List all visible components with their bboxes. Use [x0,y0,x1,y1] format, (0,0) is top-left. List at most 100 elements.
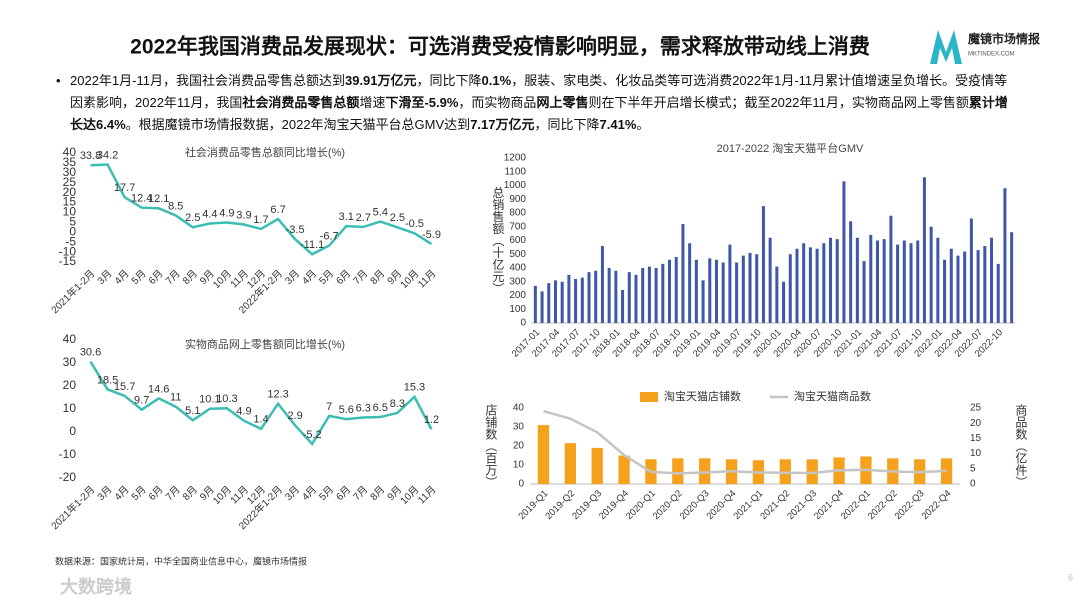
bullet-segment: 下滑至-5.9% [385,95,459,110]
bar [553,280,557,323]
data-label: 14.6 [148,383,169,395]
data-label: 17.7 [114,182,135,194]
y-tick-label: 600 [509,235,526,246]
bar [714,259,718,323]
bar [761,206,765,323]
bar [668,259,672,323]
x-tick-label: 3月 [95,268,114,287]
data-label: 12.3 [267,389,288,401]
y-tick-label: 100 [509,304,526,315]
bar [741,255,745,323]
bar [708,258,712,323]
x-tick-label: 7月 [163,268,182,287]
bar [808,247,812,323]
y-tick-label: 5 [69,215,76,229]
bar [587,272,591,323]
bullet-segment: 增速 [359,95,386,110]
y2-tick-label: 25 [970,403,982,414]
bar [755,254,759,323]
data-label: 1.2 [424,414,439,426]
bar [976,250,980,323]
logo-url: MKTINDEX.COM [968,52,1015,58]
bar [580,277,584,323]
y2-tick-label: 20 [970,418,982,429]
bullet: • 2022年1月-11月，我国社会消费品零售总额达到39.91万亿元，同比下降0… [56,70,1020,136]
bar [701,280,705,323]
bar [672,458,684,484]
data-label: 3.1 [339,211,354,223]
bar [916,240,920,323]
bar [768,237,772,323]
data-label: 15.3 [404,382,425,394]
y-tick-label: -10 [59,447,77,461]
x-tick-label: 3月 [95,484,114,503]
y-tick-label: 1100 [504,166,526,177]
y-tick-label: 25 [63,175,77,189]
y-tick-label: 20 [63,378,77,392]
bar [815,248,819,323]
bar [547,283,551,323]
data-label: 8.5 [168,200,183,212]
bar [842,181,846,323]
bar [909,243,913,323]
chart-title: 实物商品网上零售额同比增长(%) [185,337,345,351]
bullet-segment: 累计增长达6.4% [70,95,1008,132]
bullet-segment: 。根据魔镜市场情报数据，2022年淘宝天猫平台总GMV达到 [125,117,471,132]
y-tick-label: 800 [509,208,526,219]
data-label: 4.9 [236,406,251,418]
data-label: 5.6 [339,404,354,416]
bar [591,447,603,484]
y-tick-label: 900 [509,194,526,205]
x-tick-label: 6月 [146,268,165,287]
data-label: -6.7 [320,230,339,242]
data-label: 30.6 [80,347,101,359]
bar [647,266,651,323]
bar [574,279,578,323]
x-tick-label: 11月 [416,484,439,507]
bar [829,237,833,323]
x-tick-label: 7月 [351,268,370,287]
bar [802,243,806,323]
x-tick-label: 10月 [210,484,233,507]
bar [882,239,886,323]
y-tick-label: 300 [509,276,526,287]
y-axis-label: 总销售额（十亿元） [491,186,505,294]
y-tick-label: 700 [509,221,526,232]
bar [963,251,967,323]
data-label: 11 [170,392,181,404]
bar [564,443,576,484]
y-tick-label: 0 [69,224,76,238]
bar [849,221,853,323]
data-label: -5.2 [303,429,322,441]
y-tick-label: 10 [63,401,77,415]
chart-title: 2017-2022 淘宝天猫平台GMV [717,141,864,155]
x-tick-label: 4月 [112,484,131,503]
logo-icon [930,30,962,64]
bar [661,263,665,323]
x-tick-label: 8月 [180,484,199,503]
bullet-segment: ，服装、家电类、化妆品类等可选消费2022年1月-11月累计值增速呈负增长。受疫… [70,73,1008,110]
x-tick-label: 4月 [112,268,131,287]
bar [969,218,973,323]
y-tick-label: 30 [513,422,525,433]
data-label: 1.4 [253,414,268,426]
x-tick-label: 5月 [317,268,336,287]
y-tick-label: -20 [59,470,77,484]
data-label: -0.5 [405,218,424,230]
y-tick-label: 0 [520,318,526,329]
bar [594,270,598,323]
data-label: 18.5 [97,374,118,386]
bar [936,237,940,323]
bar [956,255,960,323]
x-tick-label: 2022-Q4 [920,488,954,522]
legend-label: 淘宝天猫商品数 [794,389,871,403]
bar [922,177,926,323]
y-tick-label: 1000 [504,180,527,191]
bullet-segment: 39.91万亿元 [344,73,417,88]
bar [869,235,873,323]
line [90,163,433,256]
legend-label: 淘宝天猫店铺数 [664,389,741,403]
y-tick-label: 10 [63,205,77,219]
x-tick-label: 11月 [228,484,251,507]
